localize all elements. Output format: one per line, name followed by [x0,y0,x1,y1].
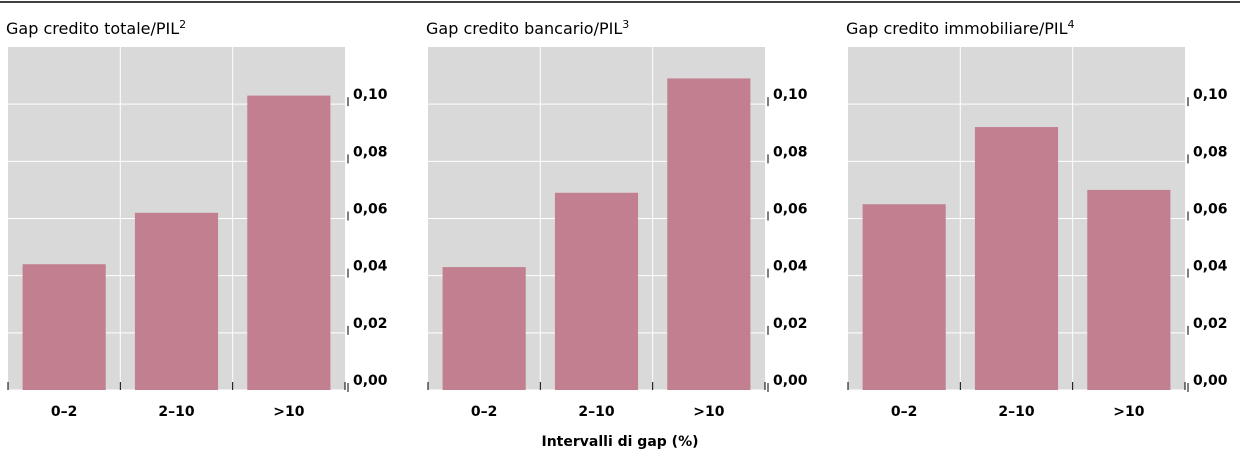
y-tick-label: 0,04 [773,259,808,275]
y-tick-label: 0,06 [773,202,808,218]
x-tick-label: 2–10 [578,404,614,420]
panel-title: Gap credito bancario/PIL3 [426,18,629,39]
y-tick-label: 0,06 [1193,202,1228,218]
y-tick-label: 0,00 [773,373,808,389]
title-text: Gap credito bancario/PIL [426,19,622,38]
x-tick-label: 2–10 [998,404,1034,420]
x-tick-label: >10 [273,404,304,420]
title-note: 4 [1068,18,1075,31]
x-axis-label: Intervalli di gap (%) [542,434,699,450]
x-tick-label: 0–2 [51,404,77,420]
y-tick-label: 0,02 [773,316,808,332]
bar [247,95,331,390]
x-tick-label: >10 [693,404,724,420]
bar [134,212,219,390]
bar [442,267,526,390]
y-tick-label: 0,04 [353,259,388,275]
x-tick-label: >10 [1113,404,1144,420]
x-tick-label: 0–2 [891,404,917,420]
y-tick-label: 0,02 [1193,316,1228,332]
bar [1087,189,1171,390]
y-tick-label: 0,06 [353,202,388,218]
title-note: 3 [622,18,629,31]
y-tick-label: 0,04 [1193,259,1228,275]
y-tick-label: 0,10 [1193,87,1228,103]
y-tick-label: 0,00 [1193,373,1228,389]
x-tick-label: 2–10 [158,404,194,420]
y-tick-label: 0,00 [353,373,388,389]
y-tick-label: 0,10 [773,87,808,103]
y-tick-label: 0,08 [353,144,388,160]
y-tick-label: 0,10 [353,87,388,103]
bar [667,78,751,391]
panel-title: Gap credito totale/PIL2 [6,18,186,39]
title-text: Gap credito immobiliare/PIL [846,19,1068,38]
bar [862,204,946,390]
panel-title: Gap credito immobiliare/PIL4 [846,18,1075,39]
x-tick-label: 0–2 [471,404,497,420]
bar [554,192,639,390]
y-tick-label: 0,08 [773,144,808,160]
bar [974,127,1059,391]
bar [22,264,106,390]
y-tick-label: 0,08 [1193,144,1228,160]
title-note: 2 [179,18,186,31]
title-text: Gap credito totale/PIL [6,19,179,38]
y-tick-label: 0,02 [353,316,388,332]
